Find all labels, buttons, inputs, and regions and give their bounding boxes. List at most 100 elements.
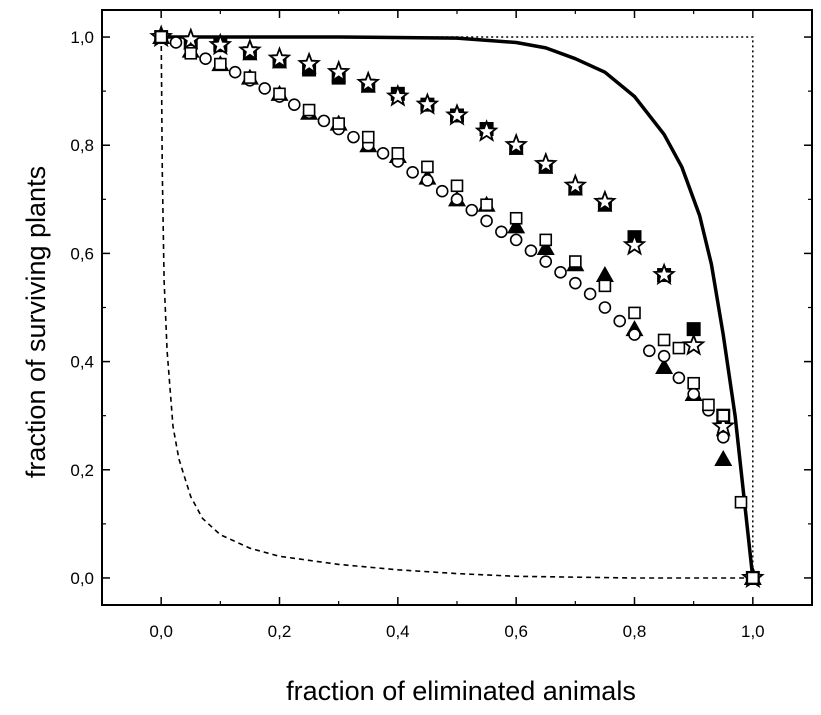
open-square-marker: [569, 255, 582, 268]
x-tick-label: 0,6: [504, 622, 528, 641]
star-marker: [622, 232, 647, 256]
open-square-marker: [746, 571, 760, 585]
open-square-marker: [480, 198, 493, 212]
square-marker: [686, 322, 701, 337]
circle-marker: [421, 174, 434, 187]
circle-marker: [672, 371, 686, 385]
star-marker: [445, 102, 469, 126]
triangle-marker: [655, 358, 674, 374]
y-tick-label: 0,8: [70, 136, 94, 155]
open-square-marker: [657, 333, 671, 347]
x-tick-label: 1,0: [741, 622, 765, 641]
circle-marker: [628, 328, 641, 341]
open-square-marker: [214, 57, 227, 71]
x-tick-label: 0,0: [149, 622, 173, 641]
circle-marker: [716, 431, 730, 444]
open-square-marker: [509, 211, 523, 225]
circle-marker: [598, 301, 612, 314]
y-axis-title: fraction of surviving plants: [21, 166, 51, 478]
circle-marker: [495, 225, 508, 239]
dotted-line: [161, 36, 754, 578]
circle-marker: [406, 165, 419, 179]
open-square-marker: [361, 130, 375, 144]
circle-marker: [480, 214, 493, 228]
triangle-marker: [595, 266, 614, 283]
circle-marker: [657, 349, 671, 363]
star-marker: [711, 413, 736, 437]
open-square-marker: [687, 376, 700, 390]
x-tick-label: 0,2: [268, 622, 292, 641]
star-marker: [208, 32, 233, 56]
circle-marker: [524, 244, 538, 258]
triangle-marker: [714, 449, 733, 466]
open-square-marker: [734, 495, 748, 509]
circle-marker: [569, 276, 582, 290]
circle-marker: [169, 36, 183, 49]
star-marker: [385, 83, 410, 107]
open-square-marker: [702, 398, 715, 412]
tick-labels: 0,0 0,2 0,4 0,6 0,8 1,0 0,0 0,2 0,4 0,6 0,8 1,0: [70, 28, 764, 641]
open-square-marker: [421, 160, 434, 174]
reference-lines: [160, 35, 755, 579]
star-marker: [356, 70, 381, 94]
y-tick-label: 0,0: [70, 569, 94, 588]
data-markers: [149, 24, 765, 589]
star-marker: [237, 38, 262, 61]
circle-marker: [199, 52, 212, 65]
dashed-line: [160, 36, 753, 579]
x-tick-label: 0,4: [386, 622, 410, 641]
circle-marker: [228, 65, 242, 79]
star-marker: [415, 92, 440, 115]
circle-marker: [642, 344, 656, 358]
y-tick-label: 0,4: [70, 353, 94, 372]
star-marker: [533, 151, 558, 175]
open-square-marker: [450, 179, 464, 193]
axis-ticks: [101, 10, 813, 605]
triangle-marker: [507, 217, 526, 234]
open-square-marker: [716, 409, 730, 422]
circle-marker: [583, 287, 597, 301]
triangle-marker: [536, 239, 555, 255]
x-tick-label: 0,8: [623, 622, 647, 641]
open-square-marker: [302, 103, 316, 117]
open-square-marker: [154, 30, 168, 44]
star-marker: [267, 46, 292, 69]
open-square-marker: [628, 306, 641, 320]
open-square-marker: [332, 117, 345, 130]
y-tick-label: 0,6: [70, 244, 94, 263]
circle-marker: [539, 255, 553, 268]
star-marker: [326, 59, 351, 83]
circle-marker: [258, 82, 272, 95]
circle-marker: [509, 233, 523, 247]
open-square-marker: [243, 71, 257, 84]
star-marker: [474, 119, 499, 142]
open-square-marker: [391, 147, 405, 160]
x-axis-title: fraction of eliminated animals: [286, 676, 636, 706]
y-tick-label: 1,0: [70, 28, 94, 47]
solid-line: [161, 35, 755, 579]
circle-marker: [287, 98, 301, 111]
circle-marker: [613, 314, 627, 328]
open-square-marker: [273, 87, 286, 101]
circle-marker: [347, 130, 360, 144]
star-marker: [652, 262, 677, 286]
circle-marker: [317, 114, 331, 128]
circle-marker: [687, 387, 700, 401]
star-marker: [504, 132, 529, 156]
circle-marker: [450, 193, 464, 206]
star-marker: [297, 51, 322, 75]
circle-marker: [435, 184, 449, 198]
circle-marker: [465, 203, 479, 217]
circle-marker: [376, 147, 390, 160]
open-square-marker: [672, 341, 686, 355]
open-square-marker: [598, 279, 612, 293]
open-square-marker: [184, 46, 198, 60]
y-tick-label: 0,2: [70, 461, 94, 480]
open-square-marker: [539, 233, 553, 247]
plot-frame: [101, 9, 813, 606]
star-marker: [681, 332, 706, 356]
circle-marker: [554, 266, 567, 279]
star-marker: [563, 173, 588, 196]
star-marker: [592, 189, 617, 213]
